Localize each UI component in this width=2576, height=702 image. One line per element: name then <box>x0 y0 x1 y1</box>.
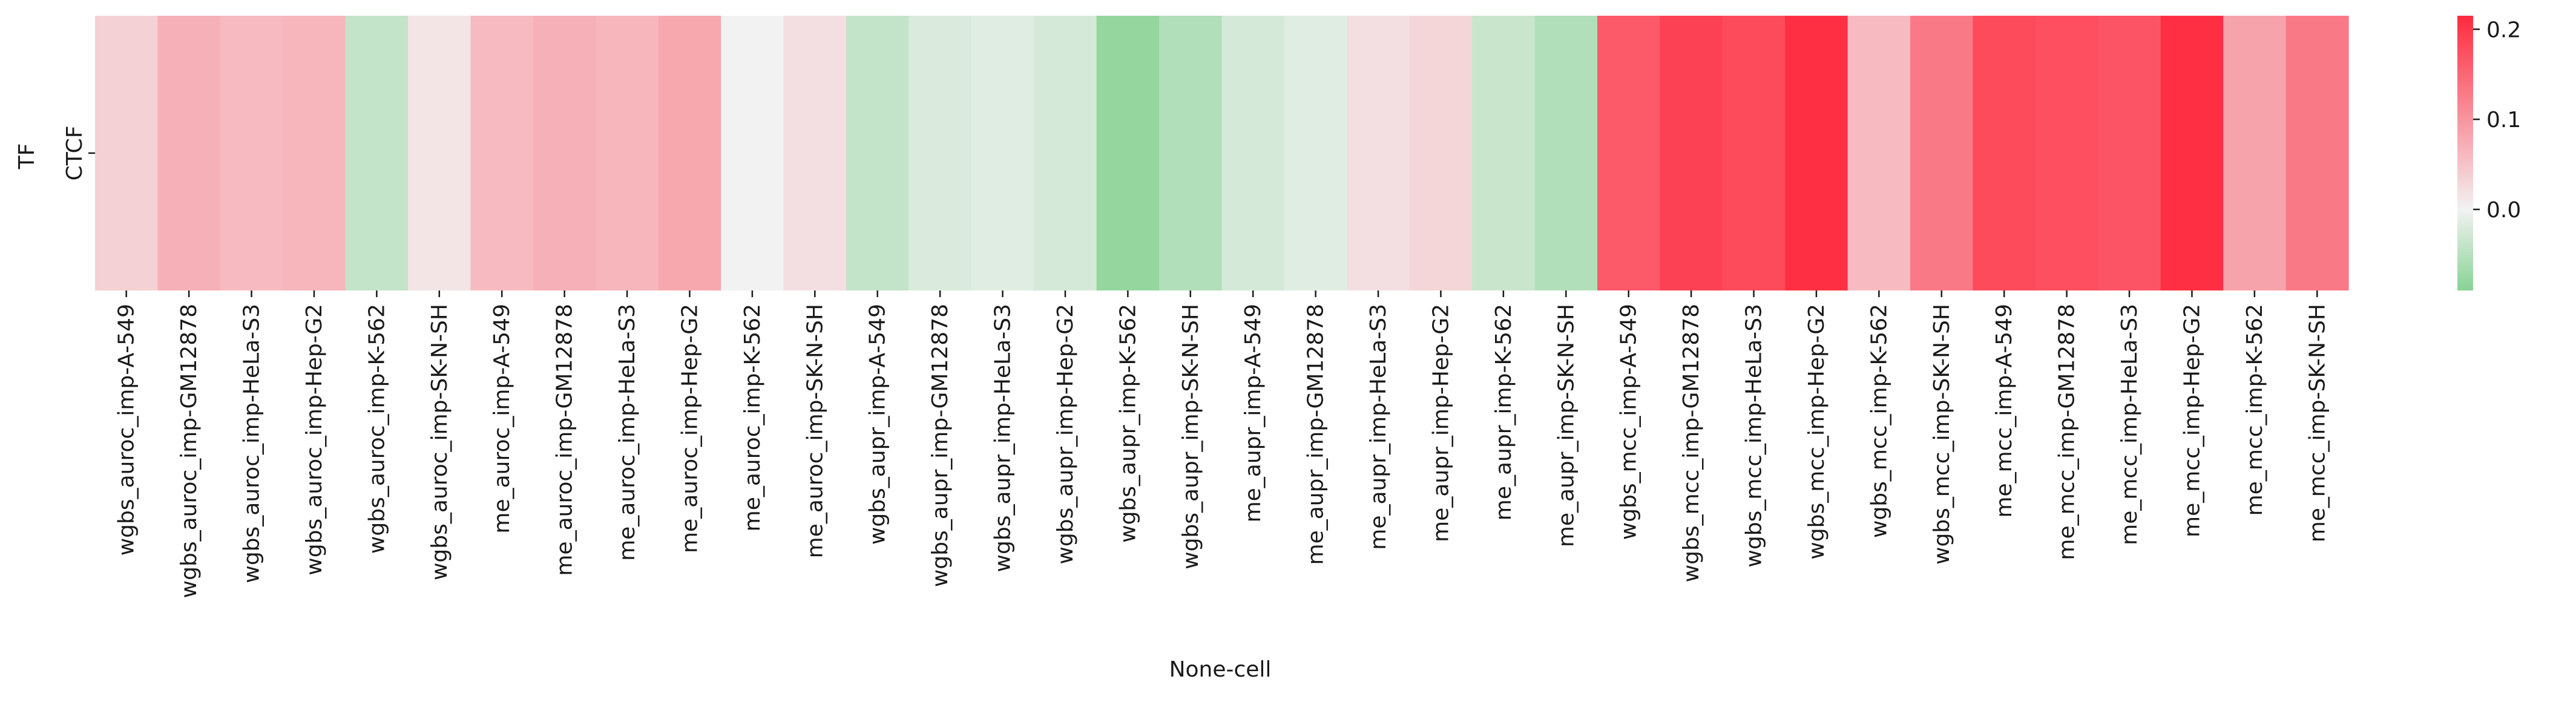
heatmap-cell <box>283 16 346 290</box>
heatmap-cell <box>2098 16 2161 290</box>
heatmap-cell <box>1159 16 1223 290</box>
x-tick-label: me_aupr_imp-GM12878 <box>1304 304 1329 565</box>
column-labels: wgbs_auroc_imp-A-549 wgbs_auroc_imp-GM128… <box>114 290 2330 598</box>
row-labels: CTCF <box>62 126 95 181</box>
x-tick-label: wgbs_mcc_imp-Hep-G2 <box>1804 304 1829 560</box>
heatmap-cell <box>721 16 784 290</box>
colorbar <box>2457 16 2473 290</box>
x-tick-label: me_auroc_imp-A-549 <box>490 304 514 534</box>
x-tick-label: wgbs_mcc_imp-A-549 <box>1617 304 1641 540</box>
heatmap-cell <box>470 16 534 290</box>
heatmap-cell <box>2223 16 2287 290</box>
heatmap-cell <box>658 16 721 290</box>
heatmap-cell <box>1660 16 1723 290</box>
heatmap-cell <box>2160 16 2224 290</box>
heatmap-cell <box>345 16 409 290</box>
heatmap-cell <box>846 16 910 290</box>
heatmap-cell <box>1409 16 1473 290</box>
x-tick-label: me_auroc_imp-GM12878 <box>553 304 577 576</box>
heatmap-cell <box>1722 16 1786 290</box>
heatmap-cell <box>596 16 659 290</box>
colorbar-ticks: 0.2 0.1 0.0 <box>2473 18 2521 223</box>
heatmap-cell <box>1973 16 2036 290</box>
colorbar-tick-label: 0.0 <box>2486 198 2521 223</box>
x-tick-label: wgbs_aupr_imp-Hep-G2 <box>1053 304 1078 565</box>
x-tick-label: wgbs_aupr_imp-HeLa-S3 <box>991 304 1016 572</box>
heatmap-cell <box>220 16 283 290</box>
heatmap-cell <box>1347 16 1410 290</box>
heatmap-cell <box>1284 16 1347 290</box>
x-tick-label: me_auroc_imp-K-562 <box>740 304 765 531</box>
heatmap-cell <box>1785 16 1848 290</box>
heatmap-cell <box>1096 16 1160 290</box>
x-tick-label: wgbs_auroc_imp-Hep-G2 <box>302 304 327 576</box>
y-tick-label: CTCF <box>62 126 87 181</box>
heatmap-cell <box>2035 16 2098 290</box>
x-tick-label: wgbs_auroc_imp-K-562 <box>364 304 389 554</box>
x-tick-label: wgbs_aupr_imp-K-562 <box>1116 304 1140 543</box>
heatmap-cell <box>1597 16 1661 290</box>
heatmap-cell <box>1910 16 1974 290</box>
x-tick-label: wgbs_aupr_imp-A-549 <box>866 304 890 545</box>
heatmap-cell <box>1847 16 1911 290</box>
heatmap-cell <box>95 16 159 290</box>
x-tick-label: wgbs_mcc_imp-GM12878 <box>1679 304 1704 582</box>
x-tick-label: me_auroc_imp-HeLa-S3 <box>615 304 640 561</box>
colorbar-tick-label: 0.1 <box>2486 108 2521 133</box>
x-tick-label: me_aupr_imp-A-549 <box>1241 304 1266 522</box>
heatmap-cells <box>95 16 2349 290</box>
x-tick-label: me_aupr_imp-HeLa-S3 <box>1366 304 1391 550</box>
x-tick-label: wgbs_auroc_imp-GM12878 <box>177 304 202 598</box>
x-tick-label: me_mcc_imp-A-549 <box>1992 304 2017 518</box>
x-tick-label: wgbs_mcc_imp-SK-N-SH <box>1930 304 1954 565</box>
heatmap-cell <box>2285 16 2349 290</box>
x-tick-label: me_mcc_imp-GM12878 <box>2055 304 2080 560</box>
colorbar-tick-label: 0.2 <box>2486 18 2521 42</box>
x-tick-label: wgbs_auroc_imp-HeLa-S3 <box>240 304 264 583</box>
x-tick-label: me_mcc_imp-HeLa-S3 <box>2117 304 2142 545</box>
heatmap-cell <box>971 16 1034 290</box>
x-tick-label: wgbs_aupr_imp-GM12878 <box>928 304 953 587</box>
x-tick-label: me_aupr_imp-SK-N-SH <box>1554 304 1579 547</box>
x-tick-label: wgbs_auroc_imp-A-549 <box>114 304 139 556</box>
heatmap-cell <box>1034 16 1097 290</box>
heatmap-cell <box>1472 16 1536 290</box>
heatmap-cell <box>908 16 972 290</box>
x-tick-label: me_mcc_imp-K-562 <box>2242 304 2267 516</box>
x-tick-label: me_auroc_imp-Hep-G2 <box>677 304 702 553</box>
x-tick-label: wgbs_auroc_imp-SK-N-SH <box>427 304 452 580</box>
heatmap-cell <box>408 16 472 290</box>
heatmap-cell <box>157 16 221 290</box>
x-tick-label: wgbs_mcc_imp-K-562 <box>1867 304 1891 538</box>
heatmap-cell <box>783 16 847 290</box>
x-axis-label: None-cell <box>1169 657 1272 682</box>
x-tick-label: me_mcc_imp-SK-N-SH <box>2305 304 2330 542</box>
heatmap-cell <box>533 16 596 290</box>
x-tick-label: me_mcc_imp-Hep-G2 <box>2180 304 2204 537</box>
x-tick-label: wgbs_aupr_imp-SK-N-SH <box>1178 304 1203 569</box>
heatmap-cell <box>1534 16 1598 290</box>
x-tick-label: me_aupr_imp-Hep-G2 <box>1428 304 1453 542</box>
y-axis-label: TF <box>15 143 39 170</box>
heatmap-cell <box>1221 16 1285 290</box>
x-tick-label: wgbs_mcc_imp-HeLa-S3 <box>1742 304 1767 568</box>
x-tick-label: me_aupr_imp-K-562 <box>1491 304 1516 520</box>
x-tick-label: me_auroc_imp-SK-N-SH <box>803 304 827 558</box>
